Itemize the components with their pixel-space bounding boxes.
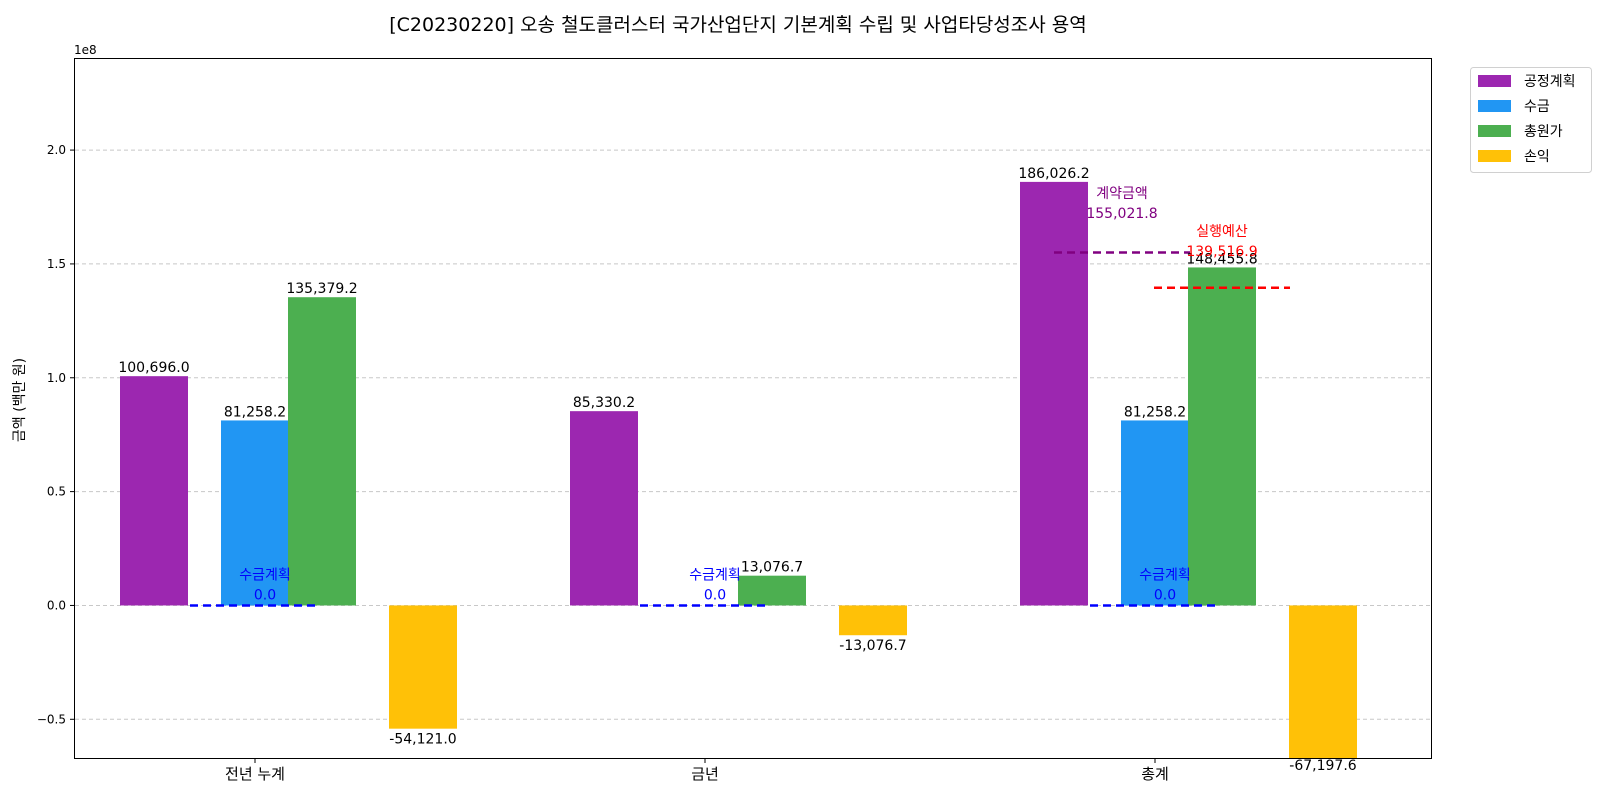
reference-label: 수금계획 (239, 567, 291, 583)
reference-value: 0.0 (1154, 587, 1176, 603)
y-offset-label: 1e8 (74, 43, 97, 57)
legend-swatch (1478, 150, 1511, 162)
bar-1-0 (221, 420, 289, 606)
y-tick-label: 0.5 (47, 485, 66, 499)
value-label: -54,121.0 (389, 732, 456, 748)
value-label: 100,696.0 (118, 360, 189, 376)
legend-label: 공정계획 (1524, 74, 1576, 90)
bar-0-2 (1020, 181, 1088, 606)
value-label: 81,258.2 (1124, 404, 1186, 420)
reference-label: 수금계획 (1139, 567, 1191, 583)
value-label: 13,076.7 (741, 560, 803, 576)
legend-label: 수금 (1524, 99, 1550, 115)
bar-1-2 (1121, 420, 1189, 606)
x-tick-label: 전년 누계 (225, 765, 285, 783)
y-tick-label: 0.0 (47, 598, 66, 612)
bar-2-2 (1188, 267, 1256, 606)
value-label: -67,197.6 (1289, 758, 1356, 774)
y-tick-label: 2.0 (47, 143, 66, 157)
x-tick-label: 금년 (691, 765, 719, 783)
bars (120, 181, 1357, 759)
y-axis-label: 금액 (백만 원) (12, 358, 28, 442)
legend-box (1470, 67, 1592, 173)
reference-value: 0.0 (254, 587, 276, 603)
x-tick-label: 총계 (1141, 765, 1169, 783)
value-label: -13,076.7 (839, 638, 906, 654)
y-tick-label: −0.5 (37, 712, 66, 726)
reference-label: 계약금액 (1096, 186, 1148, 202)
value-label: 148,455.8 (1186, 251, 1257, 267)
reference-value: 139,516.9 (1186, 244, 1257, 260)
y-tick-label: 1.5 (47, 257, 66, 271)
value-label: 85,330.2 (573, 395, 635, 411)
reference-label: 수금계획 (689, 567, 741, 583)
bar-3-0 (389, 605, 457, 729)
value-label: 81,258.2 (224, 404, 286, 420)
legend-swatch (1478, 75, 1511, 87)
bar-2-1 (738, 575, 806, 606)
value-label: 186,026.2 (1018, 166, 1089, 182)
bar-3-1 (839, 605, 907, 636)
bar-3-2 (1289, 605, 1357, 759)
legend-swatch (1478, 100, 1511, 112)
reference-value: 155,021.8 (1086, 206, 1157, 222)
bar-0-1 (570, 411, 638, 606)
reference-lines (190, 251, 1290, 607)
y-tick-label: 1.0 (47, 371, 66, 385)
plot-frame (74, 58, 1432, 759)
reference-value: 0.0 (704, 587, 726, 603)
legend-label: 총원가 (1524, 124, 1563, 140)
reference-label: 실행예산 (1196, 224, 1248, 240)
value-label: 135,379.2 (286, 281, 357, 297)
legend-label: 손익 (1524, 149, 1550, 165)
legend-swatch (1478, 125, 1511, 137)
axes: −0.5 0.0 0.5 1.0 1.5 2.0 전년 누계 금년 총계 (37, 143, 1169, 783)
chart-title: [C20230220] 오송 철도클러스터 국가산업단지 기본계획 수립 및 사… (389, 14, 1087, 36)
value-labels: 100,696.0 85,330.2 186,026.2 81,258.2 81,258… (118, 166, 1356, 774)
bar-2-0 (288, 297, 356, 606)
bar-0-0 (120, 376, 188, 606)
